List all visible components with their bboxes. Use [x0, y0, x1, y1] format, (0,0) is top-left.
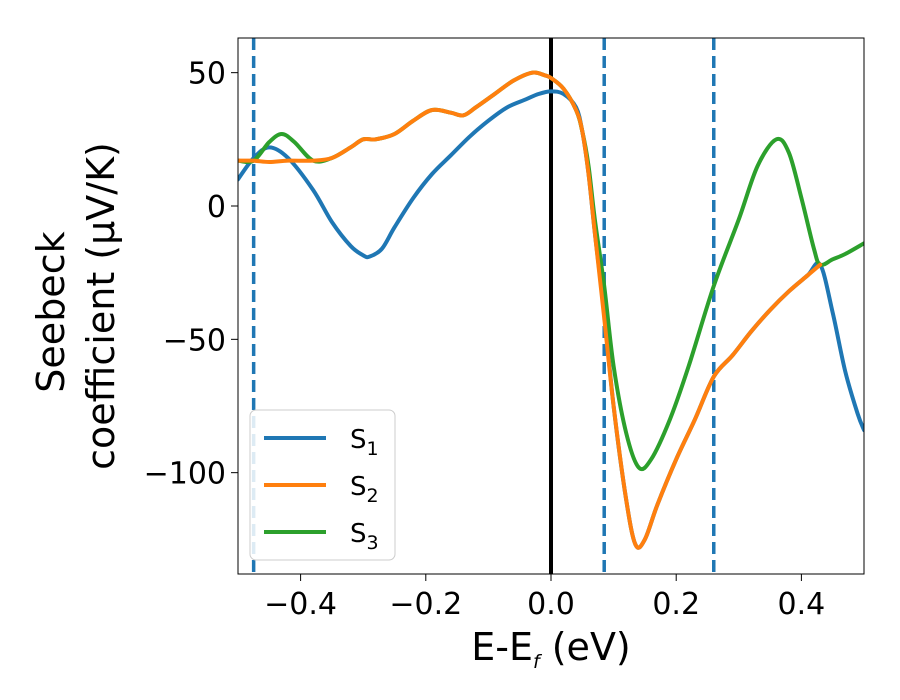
legend: S1 S2 S3	[249, 409, 396, 561]
y-axis-label: Seebeck coefficient (μV/K)	[29, 142, 123, 470]
vertical-markers	[251, 38, 716, 574]
y-tick-label: −50	[163, 323, 226, 358]
y-tick-label: −100	[144, 457, 226, 492]
y-axis-label-line1: Seebeck	[29, 231, 73, 392]
y-axis-ticks: 50 0 −50 −100	[144, 57, 238, 492]
x-axis-ticks: −0.4 −0.2 0.0 0.2 0.4	[264, 574, 825, 622]
x-tick-label: 0.2	[652, 587, 700, 622]
y-tick-label: 0	[207, 190, 226, 225]
legend-label-s2: S2	[350, 472, 379, 507]
x-axis-label: E-Ef (eV)	[471, 625, 631, 673]
series-lines	[238, 70, 864, 550]
legend-label-s3: S3	[350, 519, 379, 554]
x-tick-label: −0.4	[264, 587, 337, 622]
x-tick-label: −0.2	[389, 587, 462, 622]
y-axis-label-line2: coefficient (μV/K)	[79, 142, 123, 470]
x-tick-label: 0.4	[778, 587, 826, 622]
y-tick-label: 50	[188, 57, 226, 92]
series-line-s2	[238, 70, 823, 550]
legend-label-s1: S1	[350, 425, 379, 460]
x-tick-label: 0.0	[527, 587, 575, 622]
